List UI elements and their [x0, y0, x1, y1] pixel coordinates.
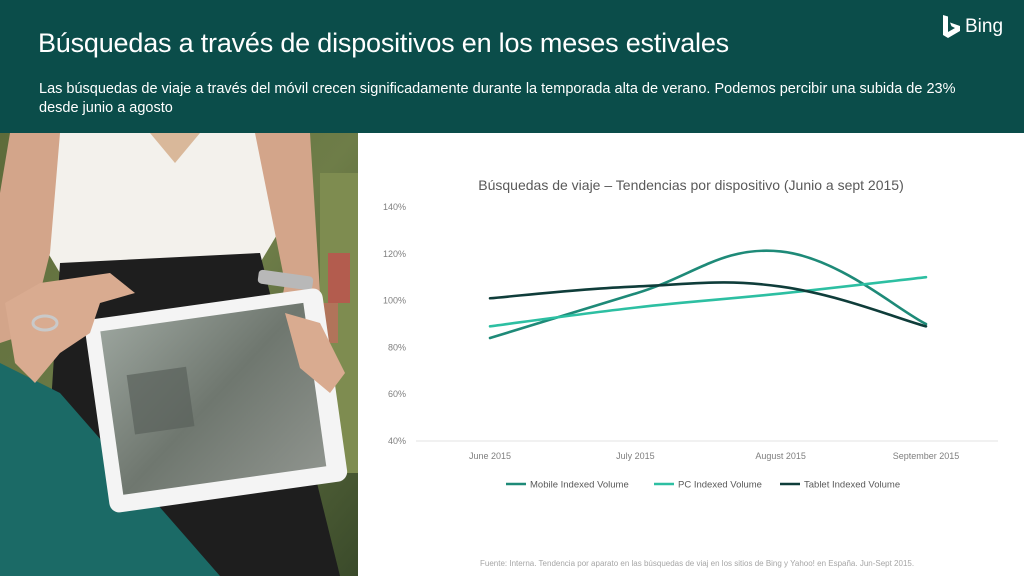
chart-panel: Búsquedas de viaje – Tendencias por disp…	[358, 133, 1024, 576]
y-tick-label: 120%	[383, 249, 406, 259]
bing-logo: Bing	[942, 14, 1003, 40]
x-tick-label: August 2015	[755, 451, 806, 461]
tablet-photo	[0, 133, 358, 576]
y-tick-label: 60%	[388, 389, 406, 399]
legend-label: PC Indexed Volume	[678, 480, 762, 491]
series-line-tablet	[488, 281, 928, 328]
series-line-pc	[488, 275, 928, 328]
y-tick-label: 40%	[388, 436, 406, 446]
x-tick-label: July 2015	[616, 451, 655, 461]
x-tick-label: September 2015	[893, 451, 960, 461]
legend-label: Tablet Indexed Volume	[804, 480, 900, 491]
legend-label: Mobile Indexed Volume	[530, 480, 629, 491]
bing-logo-icon	[943, 15, 960, 38]
source-note: Fuente: Interna. Tendencia por aparato e…	[480, 559, 915, 568]
page-title: Búsquedas a través de dispositivos en lo…	[38, 28, 729, 58]
line-chart: 40% 60% 80% 100% 120% 140% June 2015 July 2015 A…	[383, 202, 998, 491]
chart-title: Búsquedas de viaje – Tendencias por disp…	[478, 177, 904, 193]
series-line-mobile	[488, 249, 928, 340]
header-banner: Búsquedas a través de dispositivos en lo…	[0, 0, 1024, 133]
bing-logo-text: Bing	[965, 16, 1004, 37]
y-tick-label: 140%	[383, 202, 406, 212]
x-tick-label: June 2015	[469, 451, 511, 461]
y-tick-label: 100%	[383, 296, 406, 306]
person-holding-tablet-image	[0, 133, 358, 576]
page-subtitle: Las búsquedas de viaje a través del móvi…	[39, 81, 956, 116]
y-tick-label: 80%	[388, 342, 406, 352]
